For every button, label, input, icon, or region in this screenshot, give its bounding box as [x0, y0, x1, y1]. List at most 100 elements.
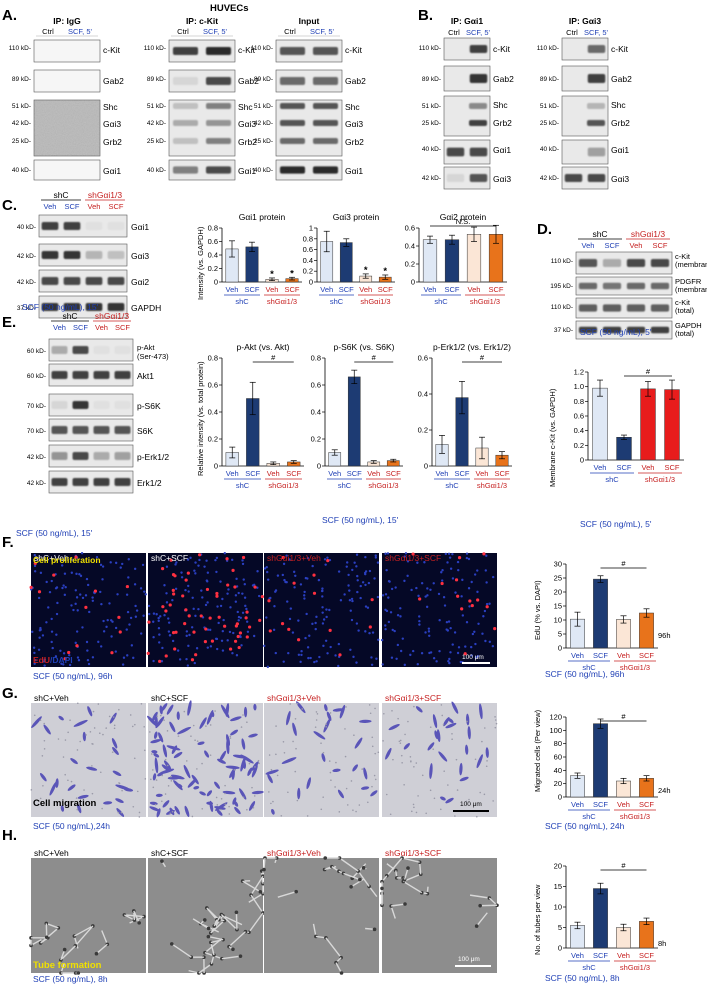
dapi-nucleus	[95, 555, 99, 559]
dapi-nucleus	[127, 558, 130, 561]
dapi-nucleus	[473, 573, 477, 576]
migrated-cell	[82, 731, 86, 742]
chartH1-ytick-label: 5	[558, 923, 562, 932]
pore	[134, 723, 136, 726]
migrated-cell	[193, 786, 200, 790]
pore	[412, 803, 415, 806]
edu-nucleus	[217, 615, 221, 619]
panel-d-strip-band	[650, 326, 670, 334]
panel-e-strip-band	[93, 371, 110, 379]
dapi-nucleus	[359, 596, 362, 600]
dapi-nucleus	[101, 565, 105, 568]
panel-c-strip-band	[107, 303, 125, 311]
panel-e-kd-label: 42 kD-	[27, 454, 46, 461]
dapi-nucleus	[357, 629, 360, 632]
panel-c-strip-band	[41, 303, 59, 311]
tube-segment	[213, 914, 222, 927]
dapi-nucleus	[449, 626, 452, 630]
dapi-nucleus	[206, 580, 209, 583]
dapi-nucleus	[491, 644, 495, 648]
pore	[454, 815, 456, 817]
pore	[325, 726, 327, 728]
panel-b-strip-band	[469, 45, 488, 53]
dapi-nucleus	[63, 593, 67, 597]
migrated-cell	[214, 781, 221, 789]
panel-a-strip-gab2-band	[205, 77, 232, 85]
migrated-cell	[251, 764, 258, 778]
dapi-nucleus	[184, 588, 187, 592]
pore	[159, 714, 162, 717]
tube-segment	[73, 935, 79, 949]
dapi-nucleus	[389, 611, 393, 614]
micrograph-title: shC+SCF	[151, 553, 188, 563]
panel-b-strip	[561, 95, 609, 137]
panel-d-strip-band	[650, 282, 670, 290]
dapi-nucleus	[324, 563, 327, 566]
migrated-cell	[199, 791, 206, 796]
panel-d-strip-band	[578, 259, 598, 267]
chartC1-bar	[245, 246, 259, 283]
dapi-nucleus	[190, 626, 194, 629]
dapi-nucleus	[474, 656, 478, 659]
panel-f-treatment-2: SCF (50 ng/mL), 96h	[545, 669, 625, 679]
cell-cluster	[339, 971, 344, 975]
pore	[329, 712, 332, 714]
dapi-nucleus	[427, 630, 431, 633]
dapi-nucleus	[121, 663, 125, 666]
dapi-nucleus	[186, 558, 190, 561]
panel-a-kd-label: 51 kD-	[254, 103, 273, 110]
dapi-nucleus	[79, 574, 83, 578]
pore	[156, 715, 158, 718]
migrated-cell	[153, 731, 158, 739]
panel-a-ip-label: Input	[299, 16, 320, 26]
pore	[112, 716, 115, 718]
dapi-nucleus	[187, 644, 190, 648]
chartE1-ytick-label: 0.2	[208, 435, 218, 444]
dapi-nucleus	[161, 646, 164, 650]
dapi-nucleus	[289, 607, 293, 610]
panel-a-kd-label: 42 kD-	[12, 120, 31, 127]
dapi-nucleus	[129, 616, 133, 620]
pore	[43, 722, 46, 725]
dapi-nucleus	[429, 588, 432, 592]
dapi-nucleus	[265, 565, 268, 569]
panel-d-strip-band	[578, 282, 598, 290]
pore	[62, 756, 65, 758]
migrated-cell	[360, 786, 370, 790]
chartD1-ytick-label: 0.4	[574, 426, 584, 435]
pore	[33, 714, 36, 717]
dapi-nucleus	[128, 623, 131, 626]
edu-nucleus	[215, 591, 219, 596]
migrated-cell	[466, 713, 470, 726]
pore	[196, 768, 198, 770]
dapi-nucleus	[193, 661, 196, 665]
pore	[483, 793, 486, 796]
dapi-nucleus	[384, 552, 387, 555]
dapi-nucleus	[230, 558, 234, 562]
pore	[328, 760, 331, 762]
panel-a-strip-gab2	[275, 69, 343, 93]
dapi-nucleus	[476, 590, 479, 594]
dapi-nucleus	[165, 592, 168, 595]
pore	[118, 708, 120, 711]
dapi-nucleus	[468, 605, 471, 608]
dapi-nucleus	[133, 583, 137, 586]
dapi-nucleus	[364, 630, 367, 633]
dapi-nucleus	[370, 663, 374, 666]
dapi-nucleus	[321, 606, 324, 609]
edu-nucleus	[171, 631, 176, 635]
chartG1-group-label: shC	[582, 812, 596, 821]
dapi-nucleus	[375, 657, 378, 660]
dapi-nucleus	[130, 644, 134, 647]
pore	[228, 813, 231, 815]
edu-nucleus	[328, 628, 332, 632]
dapi-nucleus	[114, 626, 118, 630]
edu-nucleus	[172, 592, 176, 596]
migrated-cell	[243, 706, 248, 718]
pore	[201, 762, 203, 765]
dapi-nucleus	[293, 586, 296, 589]
panel-a-strip-gai1-band	[312, 166, 339, 174]
panel-h-scale-bar	[455, 965, 491, 967]
dapi-nucleus	[63, 572, 67, 575]
